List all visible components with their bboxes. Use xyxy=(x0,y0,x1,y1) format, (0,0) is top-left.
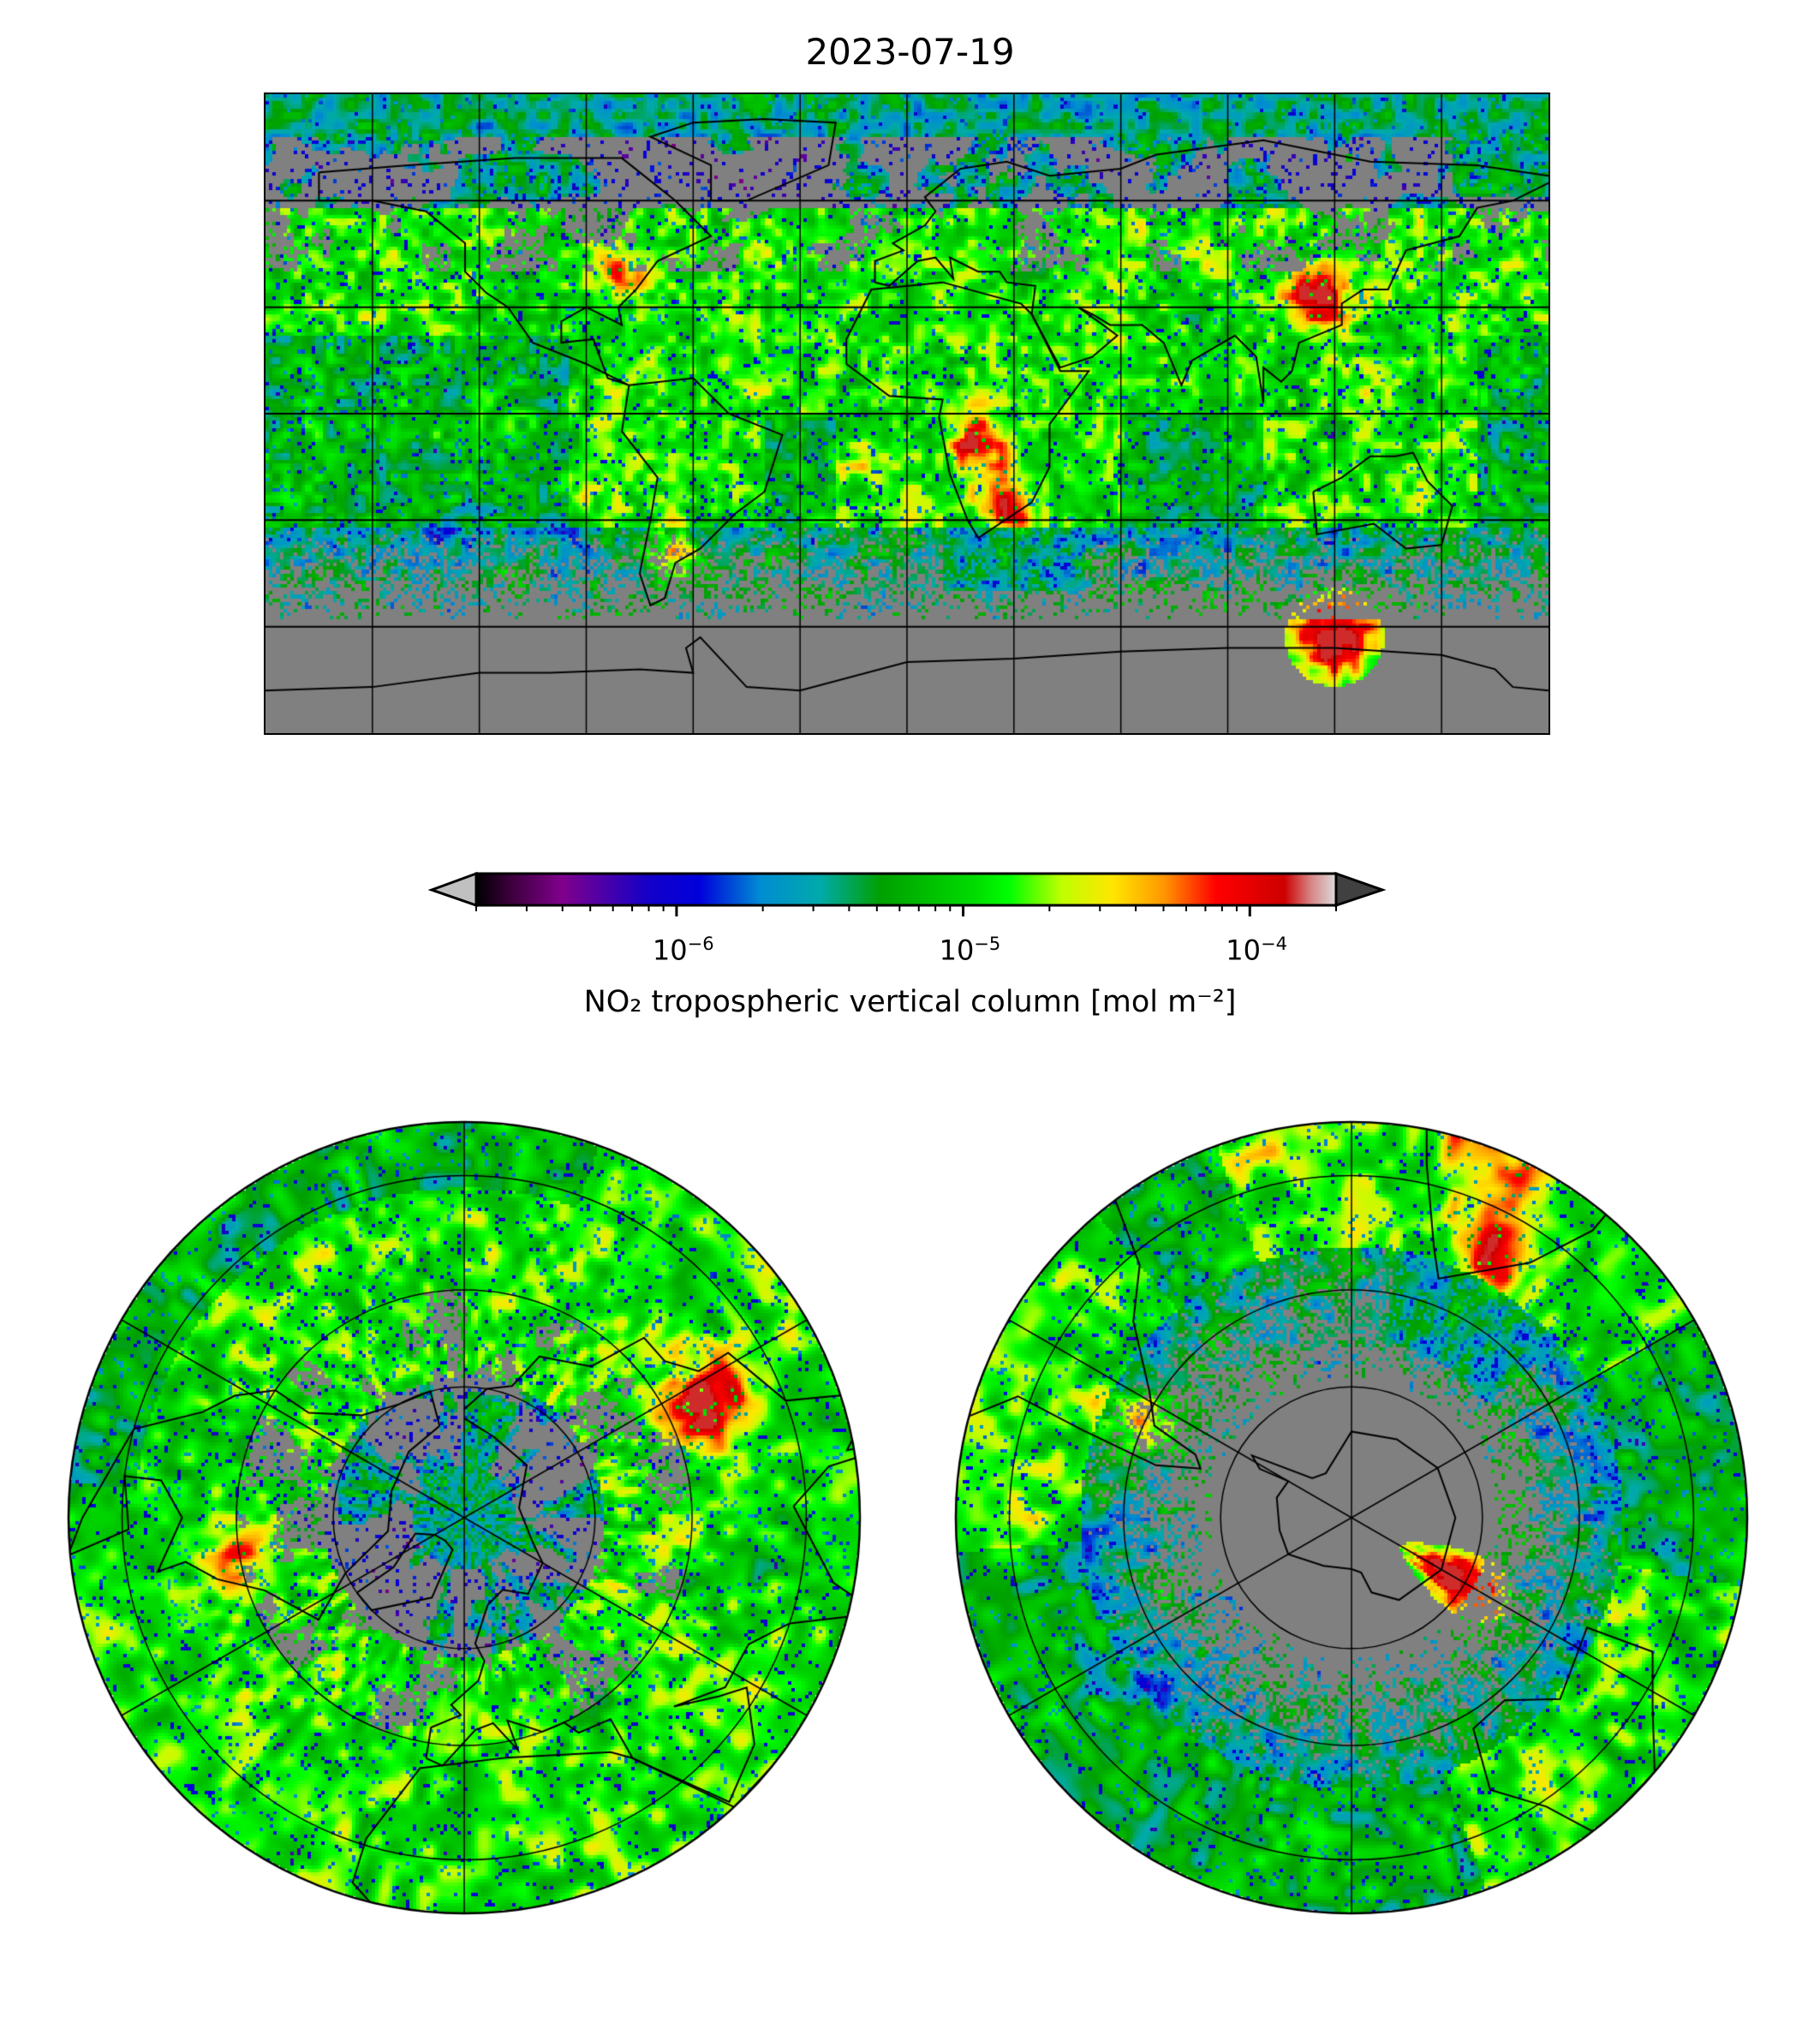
colorbar-tick-label: 10−6 xyxy=(653,934,714,967)
colorbar-label: NO₂ tropospheric vertical column [mol m⁻… xyxy=(583,985,1237,1019)
tick-label-exponent: −4 xyxy=(1260,934,1287,954)
tick-label-base: 10 xyxy=(1226,934,1261,967)
tick-label-base: 10 xyxy=(939,934,975,967)
tick-label-exponent: −5 xyxy=(974,934,1001,954)
chart-title: 2023-07-19 xyxy=(805,31,1015,73)
colorbar-tick-label: 10−5 xyxy=(940,934,1001,967)
tick-label-exponent: −6 xyxy=(687,934,714,954)
colorbar-tick-label: 10−4 xyxy=(1226,934,1287,967)
colorbar xyxy=(428,871,1387,916)
north-polar-map xyxy=(67,1120,862,1915)
colorbar-over-arrow xyxy=(1334,871,1387,908)
south-polar-map xyxy=(954,1120,1749,1915)
global-no2-map xyxy=(266,94,1548,733)
colorbar-gradient xyxy=(474,872,1338,907)
colorbar-under-arrow xyxy=(428,871,478,908)
tick-label-base: 10 xyxy=(652,934,688,967)
global-map-panel xyxy=(264,92,1550,735)
